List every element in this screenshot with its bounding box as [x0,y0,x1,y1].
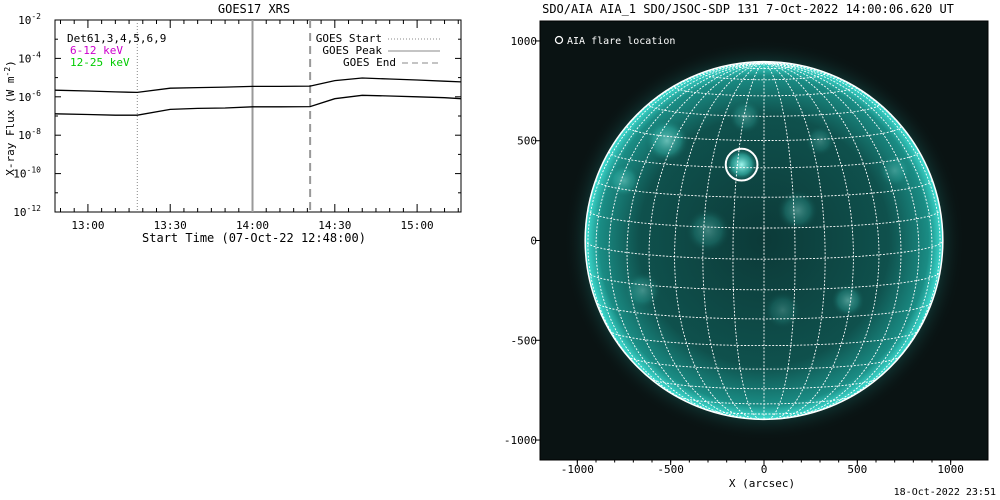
footer-timestamp: 18-Oct-2022 23:51 [893,487,996,498]
grid-line [763,62,880,420]
grid-line [587,62,765,394]
energy-label-low: 6-12 keV [70,44,123,57]
grid-line [648,62,765,420]
aia-x-tick-label: 500 [847,463,867,476]
y-tick-label: 10-8 [18,127,41,142]
flare-time-markers [136,20,312,212]
active-region [805,125,835,156]
grid-line [596,302,932,320]
goes-lightcurve-chart: GOES17 XRS 10-2 10-4 10-6 10-8 10-10 10-12 13… [3,2,462,245]
flux-series-0 [54,77,462,94]
grid-line [763,62,796,420]
grid-line [609,330,919,347]
x-axis-ticks: 13:00 13:30 14:00 14:30 15:00 [59,20,459,232]
annotation-marker-icon [554,35,564,45]
annotation-label: AIA flare location [567,36,675,47]
aia-x-tick-label: -1000 [561,463,594,476]
aia-x-axis-label: X (arcsec) [729,477,795,490]
aia-solar-image: SDO/AIA AIA_1 SDO/JSOC-SDP 131 7-Oct-202… [504,2,989,490]
x-axis-label: Start Time (07-Oct-22 12:48:00) [142,231,366,245]
aia-y-tick-label: -500 [511,334,538,347]
aia-title: SDO/AIA AIA_1 SDO/JSOC-SDP 131 7-Oct-202… [542,2,954,16]
aia-y-tick-label: 1000 [511,35,538,48]
aia-x-tick-label: 0 [761,463,768,476]
aia-x-tick-label: 1000 [937,463,964,476]
aia-y-tick-label: -1000 [504,434,537,447]
y-tick-label: 10-12 [13,204,41,219]
x-tick-label: 15:00 [401,219,434,232]
grid-line [763,62,933,413]
active-region [777,190,819,232]
grid-line [674,62,765,420]
grid-line [763,62,826,420]
active-region [764,291,802,330]
grid-line [763,62,854,420]
x-tick-label: 14:30 [318,219,351,232]
legend-start-label: GOES Start [316,32,382,45]
grid-line [595,179,933,198]
aia-axis-ticks: -1000 -500 0 500 1000 1000 500 0 -500 -1000 [504,35,964,476]
active-region [644,118,690,164]
legend-peak-label: GOES Peak [322,44,382,57]
active-region [728,99,763,134]
active-region [724,147,759,182]
grid-line [608,151,920,169]
grid-line [595,62,765,413]
aia-y-tick-label: 0 [530,235,537,248]
aia-x-tick-label: -500 [657,463,684,476]
flux-series-1 [54,94,462,116]
active-region [607,163,641,198]
flare-location-circle [724,147,759,182]
y-tick-label: 10-2 [18,12,41,27]
grid-line [732,62,765,420]
flux-series [54,77,462,116]
energy-label-high: 12-25 keV [70,56,130,69]
heliographic-grid [585,62,943,420]
y-tick-label: 10-6 [18,89,41,104]
top-left-labels: Det61,3,4,5,6,9 6-12 keV 12-25 keV [67,32,166,69]
legend: GOES Start GOES Peak GOES End [316,32,440,69]
grid-line [608,62,765,417]
legend-end-label: GOES End [343,56,396,69]
y-tick-label: 10-10 [13,166,41,181]
active-region [685,208,731,253]
grid-line [702,62,765,420]
x-tick-label: 13:00 [71,219,104,232]
y-axis-label: X-ray Flux (W m-2) [3,60,17,176]
y-tick-label: 10-4 [18,50,41,65]
x-tick-label: 14:00 [236,219,269,232]
active-region [831,283,865,318]
active-regions [607,99,912,330]
y-axis-ticks: 10-2 10-4 10-6 10-8 10-10 10-12 [13,12,461,219]
detector-label: Det61,3,4,5,6,9 [67,32,166,45]
chart-title: GOES17 XRS [218,2,290,16]
aia-y-tick-label: 500 [517,135,537,148]
active-region [877,153,912,188]
grid-line [587,271,941,291]
x-tick-label: 13:30 [154,219,187,232]
grid-line [763,62,941,394]
solar-limb [584,60,944,421]
grid-line [763,62,920,417]
active-region [624,271,662,310]
